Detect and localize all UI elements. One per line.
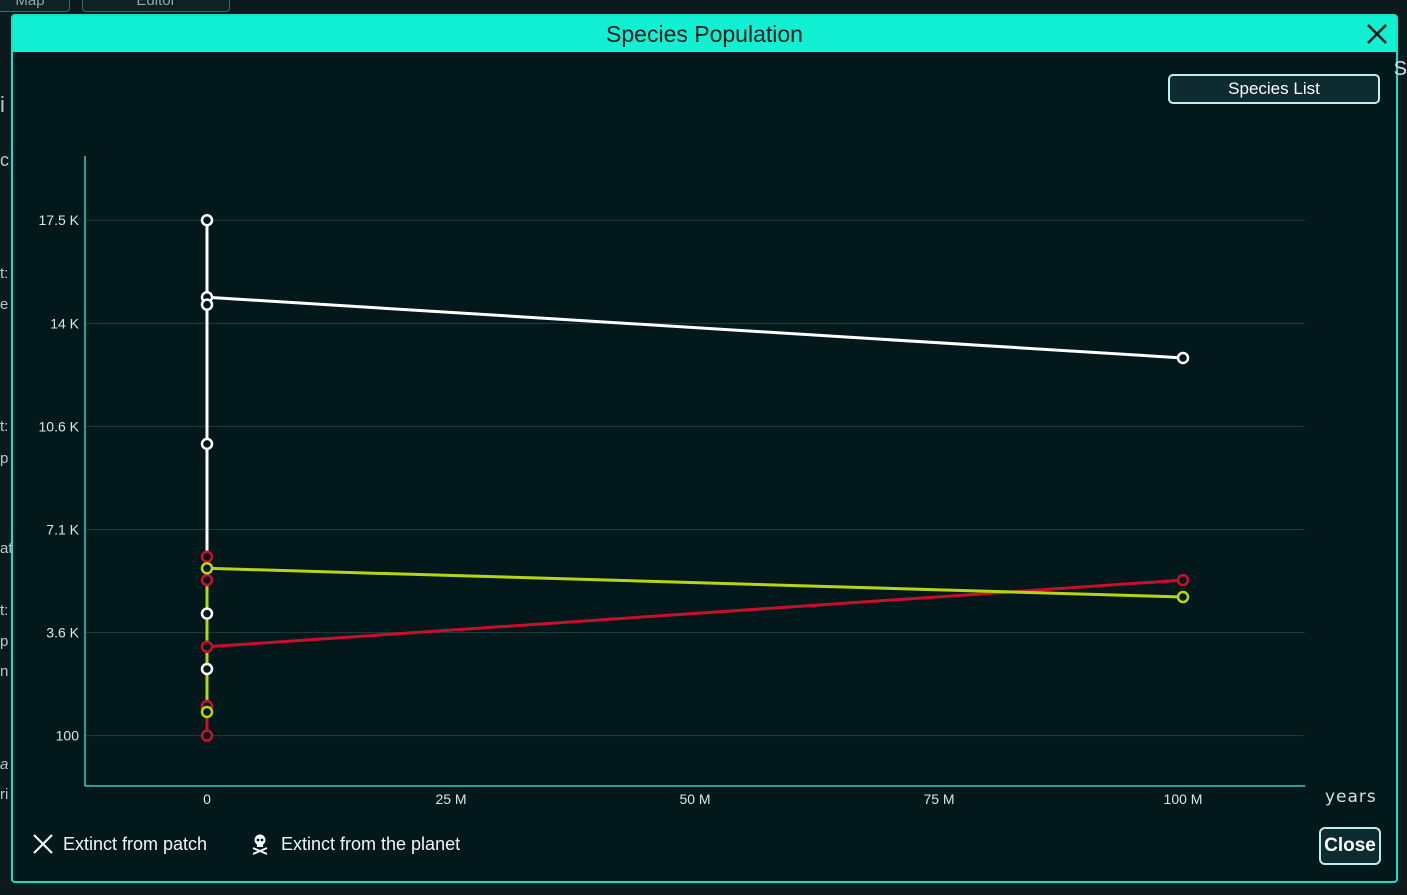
bg-tab-editor[interactable]: Editor: [82, 0, 230, 12]
population-chart: 100 3.6 K 7.1 K 10.6 K 14 K 17.5 K 0 25 M 50 M 7…: [39, 156, 1377, 807]
y-tick-label: 100: [56, 728, 80, 744]
data-point: [200, 550, 214, 563]
bg-fragment: t:: [0, 602, 9, 619]
legend-extinct-patch: Extinct from patch: [31, 832, 207, 856]
data-point: [200, 640, 214, 654]
chart-grid: [85, 219, 1305, 737]
bg-tab-editor-label: Editor: [136, 0, 176, 9]
bg-tab-map-label: Map: [15, 0, 45, 9]
x-tick-label: 75 M: [923, 791, 954, 807]
dialog-titlebar: Species Population: [13, 16, 1396, 52]
legend-extinct-patch-label: Extinct from patch: [63, 833, 208, 854]
bg-fragment-right: S: [1393, 58, 1407, 80]
bg-fragment: ri: [0, 786, 9, 803]
bg-fragment: t:: [0, 418, 9, 435]
y-tick-label: 17.5 K: [39, 212, 80, 228]
x-tick-labels: 0 25 M 50 M 75 M 100 M: [203, 791, 1202, 807]
skull-crossbones-icon: [252, 834, 268, 855]
bg-fragment: p: [0, 450, 9, 467]
series-line-0: [205, 220, 1184, 572]
bg-fragment: at: [0, 540, 13, 557]
data-point: [200, 573, 214, 587]
bg-fragment: p: [0, 633, 9, 650]
x-tick-label: 100 M: [1164, 791, 1203, 807]
y-tick-label: 7.1 K: [46, 521, 79, 537]
data-point: [1176, 573, 1190, 587]
series-lines: [205, 220, 1184, 738]
series-points: [200, 213, 1190, 742]
data-point: [200, 662, 214, 676]
y-tick-label: 14 K: [50, 315, 79, 331]
data-point: [200, 705, 214, 719]
y-tick-labels: 100 3.6 K 7.1 K 10.6 K 14 K 17.5 K: [39, 212, 80, 743]
legend-extinct-planet: Extinct from the planet: [247, 832, 460, 856]
bg-fragment: c: [0, 150, 9, 170]
x-tick-label: 50 M: [679, 791, 710, 807]
y-tick-label: 3.6 K: [46, 625, 79, 641]
data-point: [200, 298, 214, 311]
bg-fragment: e: [0, 296, 9, 313]
species-list-label: Species List: [1228, 79, 1320, 98]
y-tick-label: 10.6 K: [39, 418, 80, 434]
x-axis-label: years: [1325, 787, 1377, 807]
chart-axes: [84, 156, 1305, 787]
bg-fragment: t:: [0, 265, 9, 282]
x-tick-label: 25 M: [435, 791, 466, 807]
close-icon[interactable]: [1364, 21, 1390, 47]
data-point: [200, 607, 214, 620]
close-button[interactable]: Close: [1319, 827, 1381, 865]
x-tick-label: 0: [203, 791, 211, 807]
legend-extinct-planet-label: Extinct from the planet: [281, 833, 461, 854]
dialog-title: Species Population: [606, 21, 803, 47]
data-point: [200, 562, 214, 575]
data-point: [200, 729, 214, 742]
x-mark-icon: [33, 834, 53, 854]
bg-fragment: i: [0, 92, 5, 117]
species-population-dialog: Species Population Species List 100 3.6 K…: [11, 14, 1398, 883]
species-list-button[interactable]: Species List: [1168, 74, 1380, 104]
bg-fragment: a: [0, 756, 9, 773]
data-point: [1176, 351, 1190, 365]
data-point: [200, 213, 214, 227]
bg-tab-map[interactable]: Map: [0, 0, 70, 12]
close-button-label: Close: [1324, 835, 1376, 856]
data-point: [1176, 590, 1190, 604]
bg-fragment: n: [0, 663, 9, 680]
data-point: [200, 437, 214, 451]
